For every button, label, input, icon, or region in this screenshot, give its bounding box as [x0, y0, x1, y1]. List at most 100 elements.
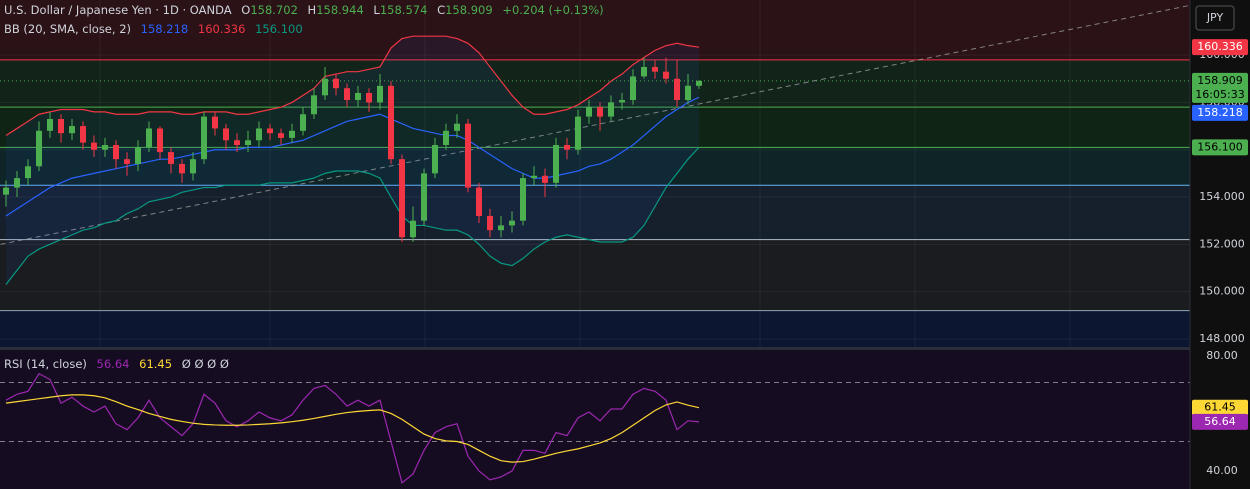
candle-body: [223, 128, 229, 141]
candle-body: [388, 85, 394, 160]
candle-body: [410, 220, 416, 238]
candle-body: [234, 140, 240, 145]
candle-body: [619, 100, 625, 103]
candle-body: [14, 178, 20, 188]
price-tag: [1192, 104, 1248, 121]
ohlc-letter: C: [437, 3, 446, 17]
candle-body: [586, 107, 592, 117]
ohlc-value: 158.909: [445, 3, 493, 17]
ohlc-value: 158.702: [250, 3, 298, 17]
candle-body: [487, 215, 493, 231]
candle-body: [102, 144, 108, 150]
candle-body: [256, 128, 262, 141]
candle-body: [355, 92, 361, 101]
rsi-value: 61.45: [139, 357, 173, 371]
candle-body: [509, 220, 515, 226]
candle-body: [69, 126, 75, 134]
candle-body: [597, 107, 603, 117]
bb-value: 156.100: [255, 22, 303, 36]
symbol-title: U.S. Dollar / Japanese Yen · 1D · OANDA: [4, 3, 232, 17]
candle-body: [685, 85, 691, 101]
zone: [0, 185, 1190, 240]
candle-body: [542, 175, 548, 183]
bb-value: 158.218: [140, 22, 189, 36]
candle-body: [674, 78, 680, 101]
candle-body: [344, 88, 350, 101]
rsi-line: [5, 372, 700, 484]
candle-body: [212, 116, 218, 129]
candle-body: [300, 114, 306, 131]
candle-body: [663, 71, 669, 79]
candle-body: [135, 147, 141, 164]
y-tick-label: 148.000: [1199, 332, 1245, 345]
candle-body: [377, 85, 383, 103]
currency-button[interactable]: [1195, 5, 1235, 31]
bb-line: [5, 96, 700, 217]
candle-body: [245, 140, 251, 145]
ohlc-letter: L: [373, 3, 380, 17]
rsi-header: RSI (14, close) 56.64 61.45 Ø Ø Ø Ø: [4, 357, 229, 371]
candle-body: [157, 128, 163, 153]
candle-body: [124, 159, 130, 164]
candle-body: [443, 130, 449, 145]
candle-body: [333, 78, 339, 89]
ohlc-letter: H: [307, 3, 317, 17]
candle-body: [25, 166, 31, 179]
rsi-tick-label: 80.00: [1206, 349, 1238, 362]
candle-body: [179, 163, 185, 174]
bb-fill: [6, 36, 699, 285]
bb-line: [5, 35, 700, 137]
rsi-line: [5, 394, 700, 463]
candle-body: [399, 159, 405, 238]
bb-value: 160.336: [197, 22, 246, 36]
candle-body: [564, 144, 570, 150]
rsi-tag-label: 56.64: [1204, 415, 1236, 428]
candle-body: [652, 66, 658, 72]
ohlc-value: 158.574: [379, 3, 428, 17]
candle-body: [520, 178, 526, 221]
candle-body: [91, 142, 97, 150]
price-tag: [1192, 39, 1248, 56]
candle-body: [421, 173, 427, 221]
y-tick-label: 152.000: [1199, 237, 1245, 250]
candle-body: [641, 66, 647, 77]
rsi-tick-label: 40.00: [1206, 464, 1238, 477]
candle-body: [531, 175, 537, 179]
price-tag-label: 160.336: [1197, 40, 1243, 53]
candle-body: [3, 187, 9, 195]
price-tag-label: 156.100: [1197, 140, 1243, 153]
rsi-pane: [0, 350, 1190, 489]
change: +0.204 (+0.13%): [502, 3, 604, 17]
zone: [0, 107, 1190, 148]
y-tick-label: 154.000: [1199, 190, 1245, 203]
zone: [0, 239, 1190, 311]
bb-header: BB (20, SMA, close, 2) 158.218 160.336 1…: [4, 22, 303, 36]
rsi-tag: [1192, 413, 1248, 430]
candle-body: [696, 80, 702, 86]
candle-body: [168, 152, 174, 164]
candle-body: [113, 144, 119, 160]
bb-line: [5, 146, 700, 285]
candle-body: [432, 144, 438, 174]
price-tag: [1192, 72, 1248, 103]
rsi-tag: [1192, 399, 1248, 416]
currency-label: JPY: [1206, 11, 1224, 24]
candle-body: [498, 225, 504, 231]
candle-body: [201, 116, 207, 160]
candle-body: [47, 118, 53, 131]
candle-body: [58, 118, 64, 134]
candle-body: [608, 102, 614, 117]
candle-body: [465, 123, 471, 188]
candle-body: [289, 130, 295, 138]
candle-body: [190, 159, 196, 174]
ohlc-value: 158.944: [316, 3, 364, 17]
rsi-tag-label: 61.45: [1204, 401, 1236, 414]
price-tag-label: 158.218: [1197, 106, 1243, 119]
zone: [0, 0, 1190, 60]
rsi-extra: Ø Ø Ø Ø: [181, 357, 229, 371]
zone: [0, 59, 1190, 108]
symbol-header: U.S. Dollar / Japanese Yen · 1D · OANDA …: [4, 3, 604, 17]
candle-body: [80, 126, 86, 143]
